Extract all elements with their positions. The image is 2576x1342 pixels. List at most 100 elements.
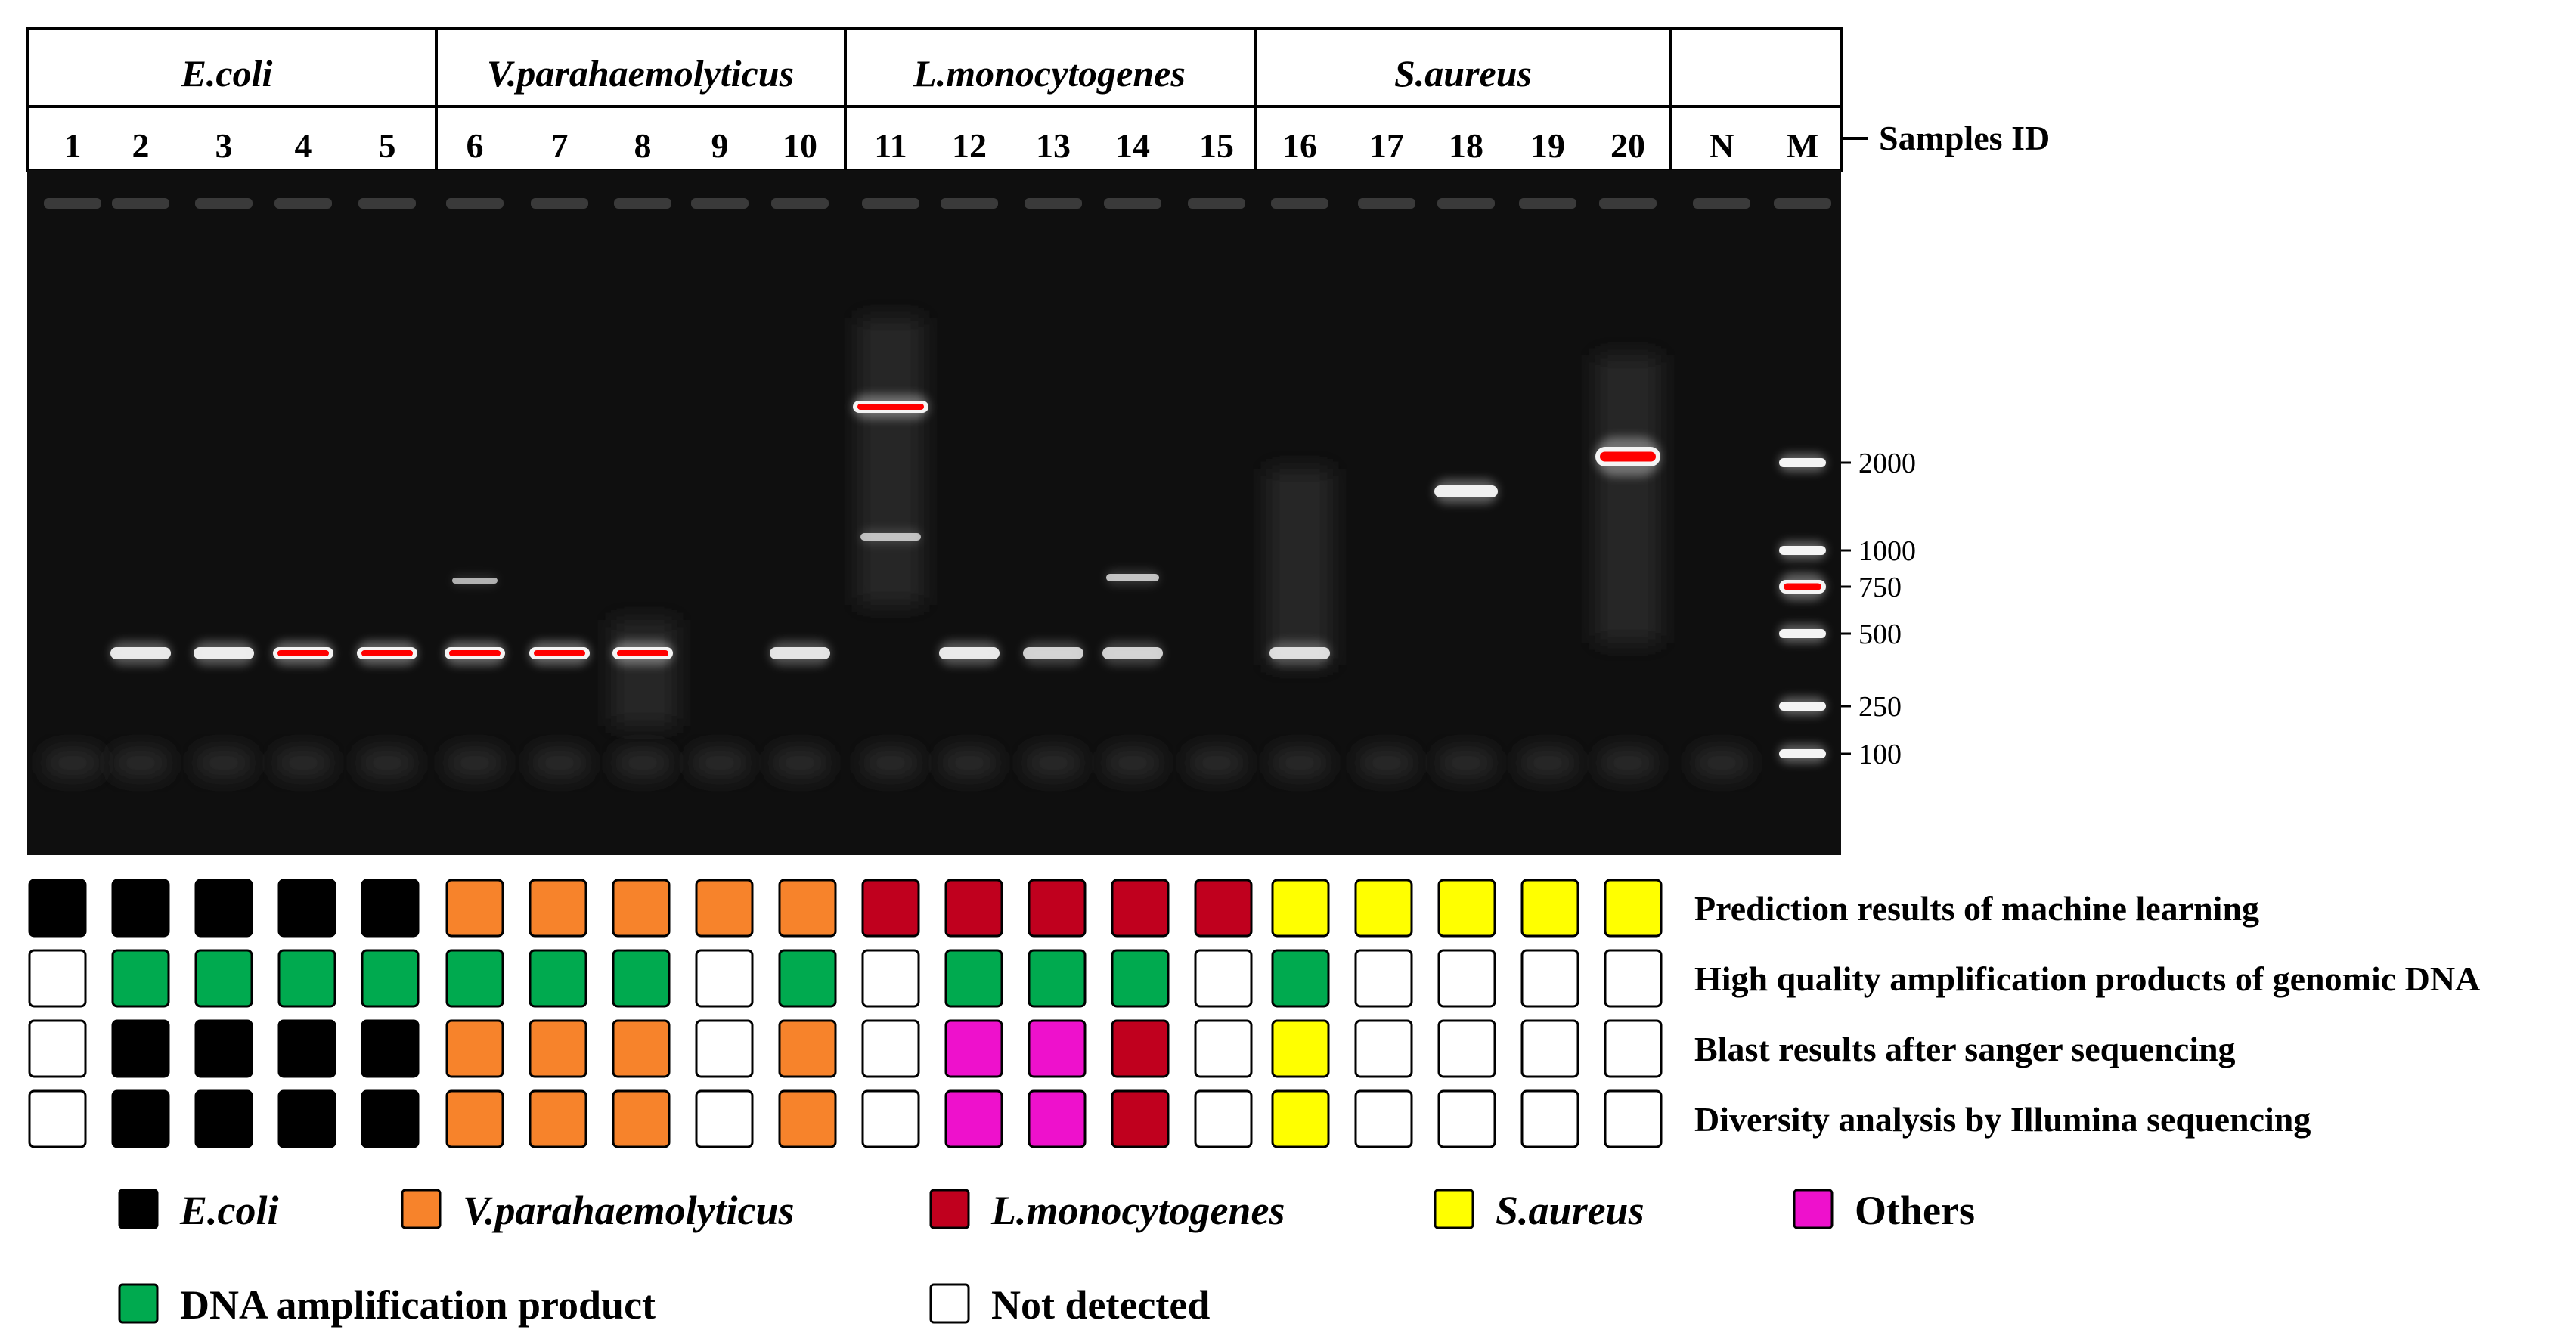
result-cell-none [1354, 1019, 1413, 1078]
legend-label: DNA amplification product [180, 1282, 656, 1328]
primer-dimer-smear [274, 748, 332, 777]
header-table: E.coli V.parahaemolyticus L.monocytogene… [26, 27, 2050, 172]
result-cell-others [944, 1089, 1003, 1148]
result-cell-ecoli [111, 879, 170, 938]
gel-band [110, 647, 171, 659]
result-row: Diversity analysis by Illumina sequencin… [28, 1089, 2311, 1148]
result-cell-vp [445, 879, 504, 938]
result-cell-none [1520, 1089, 1579, 1148]
gel-well [358, 198, 416, 209]
gel-well [1437, 198, 1495, 209]
lane-id: 14 [1115, 126, 1150, 165]
result-cell-dna [1028, 949, 1087, 1008]
result-row-label: Diversity analysis by Illumina sequencin… [1694, 1100, 2311, 1139]
gel-band [1023, 647, 1083, 659]
result-cell-none [1354, 949, 1413, 1008]
result-cell-lm [944, 879, 1003, 938]
primer-dimer-smear [358, 748, 416, 777]
legend-item-others: Others [1793, 1188, 1975, 1233]
legend-label: Not detected [991, 1282, 1210, 1328]
legend: E.coli V.parahaemolyticus L.monocytogenes S… [118, 1188, 1975, 1328]
result-cell-ecoli [111, 1019, 170, 1078]
lane-id: 10 [783, 126, 817, 165]
legend-item-sa: S.aureus [1434, 1188, 1644, 1233]
lane-smear [1266, 469, 1333, 665]
lane-smear [1595, 355, 1661, 643]
result-cell-dna [944, 949, 1003, 1008]
gel-band [939, 647, 1000, 659]
gel-well [531, 198, 588, 209]
gel-well [1774, 198, 1831, 209]
primer-dimer-smear [1437, 748, 1495, 777]
gel-well [1693, 198, 1750, 209]
ladder-size-label: 500 [1858, 618, 1902, 650]
result-cell-dna [194, 949, 253, 1008]
ladder-size-label: 250 [1858, 691, 1902, 723]
saturated-band-core [449, 650, 501, 656]
result-cell-dna [445, 949, 504, 1008]
result-cell-ecoli [277, 879, 336, 938]
ladder-size-label: 1000 [1858, 535, 1916, 567]
primer-dimer-smear [941, 748, 998, 777]
lane-id: 16 [1282, 126, 1317, 165]
primer-dimer-smear [195, 748, 253, 777]
primer-dimer-smear [1693, 748, 1750, 777]
result-cell-none [695, 1089, 754, 1148]
gel-well [771, 198, 829, 209]
samples-id-label: Samples ID [1879, 119, 2050, 157]
result-cell-vp [529, 1019, 587, 1078]
gel-well [691, 198, 749, 209]
gel-band [1779, 702, 1826, 711]
legend-label: V.parahaemolyticus [463, 1188, 795, 1233]
lane-id: 19 [1530, 126, 1565, 165]
legend-label: Others [1855, 1188, 1975, 1233]
result-cell-vp [612, 1019, 671, 1078]
result-cell-sa [1271, 1019, 1330, 1078]
result-cell-ecoli [361, 1019, 420, 1078]
saturated-band-core [857, 404, 924, 410]
legend-swatch [1793, 1189, 1834, 1229]
legend-item-lm: L.monocytogenes [929, 1188, 1285, 1233]
primer-dimer-smear [1025, 748, 1082, 777]
result-cell-none [1520, 949, 1579, 1008]
legend-item-none: Not detected [929, 1282, 1210, 1328]
gel-band [770, 647, 830, 659]
group-label-vparahaemolyticus: V.parahaemolyticus [487, 52, 794, 95]
result-cell-none [1520, 1019, 1579, 1078]
result-cell-sa [1604, 879, 1663, 938]
result-cell-sa [1271, 1089, 1330, 1148]
result-cell-none [1437, 1019, 1496, 1078]
legend-item-vp: V.parahaemolyticus [401, 1188, 795, 1233]
lane-id: 17 [1369, 126, 1404, 165]
result-cell-none [861, 949, 920, 1008]
result-row-label: High quality amplification products of g… [1694, 959, 2480, 998]
result-row: Prediction results of machine learning [28, 879, 2259, 938]
ladder-size-label: 100 [1858, 739, 1902, 770]
gel-well [1519, 198, 1576, 209]
result-row-label: Blast results after sanger sequencing [1694, 1030, 2236, 1068]
result-cell-none [1194, 1089, 1253, 1148]
result-cell-none [861, 1019, 920, 1078]
result-cell-dna [277, 949, 336, 1008]
result-cell-lm [1028, 879, 1087, 938]
lane-id: 9 [711, 126, 729, 165]
gel-band [1106, 574, 1159, 581]
result-cell-others [1028, 1019, 1087, 1078]
result-cell-sa [1354, 879, 1413, 938]
result-cell-sa [1271, 879, 1330, 938]
gel-smears [44, 198, 1831, 777]
lane-id: 6 [467, 126, 484, 165]
result-cell-dna [778, 949, 837, 1008]
result-cell-ecoli [28, 879, 87, 938]
result-cell-vp [612, 879, 671, 938]
result-cell-none [1437, 1089, 1496, 1148]
group-label-lmonocytogenes: L.monocytogenes [913, 52, 1186, 95]
lane-id: 15 [1199, 126, 1234, 165]
legend-swatch [118, 1283, 159, 1324]
group-label-saureus: S.aureus [1394, 52, 1532, 95]
result-cell-dna [1271, 949, 1330, 1008]
result-cell-sa [1437, 879, 1496, 938]
lane-id: 18 [1449, 126, 1483, 165]
result-cell-none [695, 1019, 754, 1078]
